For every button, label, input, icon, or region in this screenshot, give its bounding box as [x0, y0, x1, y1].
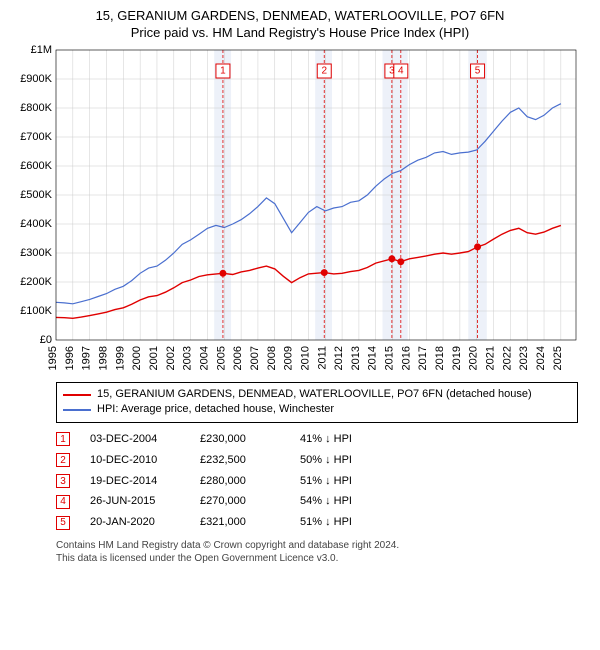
- sale-date: 10-DEC-2010: [90, 450, 180, 471]
- sale-price: £280,000: [200, 471, 280, 492]
- x-tick-label: 2006: [232, 346, 244, 370]
- x-tick-label: 2014: [367, 346, 379, 370]
- sale-row-marker: 1: [56, 432, 70, 446]
- x-tick-label: 2009: [283, 346, 295, 370]
- title-address: 15, GERANIUM GARDENS, DENMEAD, WATERLOOV…: [12, 8, 588, 23]
- footer-line-1: Contains HM Land Registry data © Crown c…: [56, 539, 578, 552]
- x-tick-label: 2007: [249, 346, 261, 370]
- sale-point: [219, 270, 226, 277]
- sales-row: 5 20-JAN-2020 £321,000 51% ↓ HPI: [56, 512, 578, 533]
- x-tick-label: 2023: [518, 346, 530, 370]
- x-tick-label: 2013: [350, 346, 362, 370]
- sale-price: £321,000: [200, 512, 280, 533]
- sale-marker-number: 2: [321, 66, 327, 77]
- sale-price: £230,000: [200, 429, 280, 450]
- x-tick-label: 2024: [535, 346, 547, 370]
- x-tick-label: 2005: [215, 346, 227, 370]
- x-tick-label: 2021: [485, 346, 497, 370]
- sale-delta: 41% ↓ HPI: [300, 429, 380, 450]
- sale-marker-number: 1: [220, 66, 226, 77]
- sale-marker-number: 4: [398, 66, 404, 77]
- y-tick-label: £400K: [20, 218, 52, 230]
- sales-row: 4 26-JUN-2015 £270,000 54% ↓ HPI: [56, 491, 578, 512]
- legend-swatch: [63, 409, 91, 411]
- y-tick-label: £0: [40, 334, 52, 346]
- sale-date: 20-JAN-2020: [90, 512, 180, 533]
- y-tick-label: £100K: [20, 305, 52, 317]
- sales-row: 3 19-DEC-2014 £280,000 51% ↓ HPI: [56, 471, 578, 492]
- x-tick-label: 2025: [552, 346, 564, 370]
- sales-row: 1 03-DEC-2004 £230,000 41% ↓ HPI: [56, 429, 578, 450]
- sales-row: 2 10-DEC-2010 £232,500 50% ↓ HPI: [56, 450, 578, 471]
- sale-point: [321, 269, 328, 276]
- x-tick-label: 2003: [182, 346, 194, 370]
- legend-row: HPI: Average price, detached house, Winc…: [63, 402, 571, 417]
- x-tick-label: 2015: [384, 346, 396, 370]
- legend-label: 15, GERANIUM GARDENS, DENMEAD, WATERLOOV…: [97, 387, 532, 402]
- y-tick-label: £500K: [20, 189, 52, 201]
- legend-label: HPI: Average price, detached house, Winc…: [97, 402, 334, 417]
- y-tick-label: £1M: [31, 44, 52, 56]
- x-tick-label: 1995: [47, 346, 59, 370]
- sale-date: 19-DEC-2014: [90, 471, 180, 492]
- y-tick-label: £800K: [20, 102, 52, 114]
- legend: 15, GERANIUM GARDENS, DENMEAD, WATERLOOV…: [56, 382, 578, 423]
- x-tick-label: 2011: [316, 346, 328, 370]
- y-tick-label: £600K: [20, 160, 52, 172]
- x-tick-label: 2020: [468, 346, 480, 370]
- x-tick-label: 1997: [81, 346, 93, 370]
- y-tick-label: £300K: [20, 247, 52, 259]
- sale-row-marker: 4: [56, 495, 70, 509]
- sale-date: 03-DEC-2004: [90, 429, 180, 450]
- x-tick-label: 2001: [148, 346, 160, 370]
- footer-line-2: This data is licensed under the Open Gov…: [56, 552, 578, 565]
- x-tick-label: 2010: [299, 346, 311, 370]
- chart-area: £0 £100K £200K £300K £400K £500K £600K £700K £80…: [12, 44, 588, 374]
- sale-point: [397, 258, 404, 265]
- x-tick-label: 2004: [198, 346, 210, 370]
- x-tick-label: 2017: [417, 346, 429, 370]
- x-tick-label: 2018: [434, 346, 446, 370]
- sale-date: 26-JUN-2015: [90, 491, 180, 512]
- sale-delta: 54% ↓ HPI: [300, 491, 380, 512]
- x-tick-label: 1998: [97, 346, 109, 370]
- sale-price: £270,000: [200, 491, 280, 512]
- sale-price: £232,500: [200, 450, 280, 471]
- x-tick-label: 2012: [333, 346, 345, 370]
- sales-table: 1 03-DEC-2004 £230,000 41% ↓ HPI 2 10-DEC-201…: [56, 429, 578, 533]
- chart-container: 15, GERANIUM GARDENS, DENMEAD, WATERLOOV…: [0, 0, 600, 573]
- legend-swatch: [63, 394, 91, 396]
- sale-point: [388, 255, 395, 262]
- y-tick-label: £200K: [20, 276, 52, 288]
- chart-svg: £0 £100K £200K £300K £400K £500K £600K £700K £80…: [12, 44, 588, 374]
- sale-row-marker: 5: [56, 516, 70, 530]
- x-tick-label: 2008: [266, 346, 278, 370]
- title-block: 15, GERANIUM GARDENS, DENMEAD, WATERLOOV…: [12, 8, 588, 40]
- y-tick-label: £700K: [20, 131, 52, 143]
- sale-marker-number: 5: [475, 66, 481, 77]
- x-tick-label: 2019: [451, 346, 463, 370]
- x-tick-label: 2016: [400, 346, 412, 370]
- x-tick-label: 2000: [131, 346, 143, 370]
- sale-point: [474, 243, 481, 250]
- sale-delta: 50% ↓ HPI: [300, 450, 380, 471]
- sale-delta: 51% ↓ HPI: [300, 471, 380, 492]
- x-tick-label: 2002: [165, 346, 177, 370]
- footer: Contains HM Land Registry data © Crown c…: [56, 539, 578, 565]
- sale-row-marker: 3: [56, 474, 70, 488]
- legend-row: 15, GERANIUM GARDENS, DENMEAD, WATERLOOV…: [63, 387, 571, 402]
- y-tick-label: £900K: [20, 73, 52, 85]
- x-tick-label: 1996: [64, 346, 76, 370]
- sale-delta: 51% ↓ HPI: [300, 512, 380, 533]
- sale-row-marker: 2: [56, 453, 70, 467]
- x-tick-label: 2022: [501, 346, 513, 370]
- title-subtitle: Price paid vs. HM Land Registry's House …: [12, 25, 588, 40]
- x-tick-label: 1999: [114, 346, 126, 370]
